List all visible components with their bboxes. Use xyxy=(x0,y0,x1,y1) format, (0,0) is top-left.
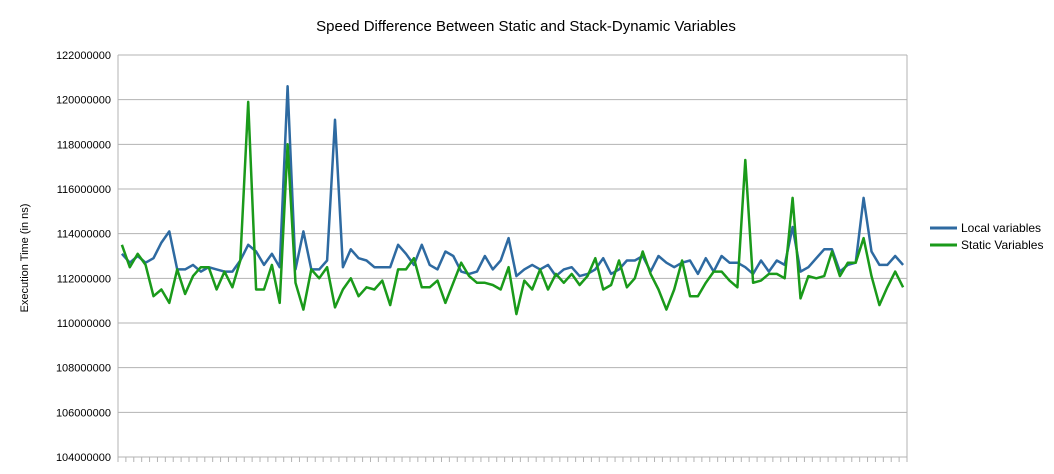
y-tick-label: 110000000 xyxy=(57,318,111,330)
series-line xyxy=(120,100,905,316)
gridlines xyxy=(118,54,907,458)
y-axis-tick-labels: 104000000 106000000 108000000 110000000 1120… xyxy=(56,50,111,464)
y-tick-label: 106000000 xyxy=(56,407,111,419)
y-tick-label: 104000000 xyxy=(56,452,111,464)
y-tick-label: 108000000 xyxy=(56,363,111,375)
y-tick-label: 120000000 xyxy=(56,95,111,107)
y-tick-label: 118000000 xyxy=(57,139,111,151)
y-tick-label: 114000000 xyxy=(57,229,111,241)
series-line xyxy=(120,85,905,278)
series-lines xyxy=(120,85,905,316)
y-axis-label: Execution Time (in ns) xyxy=(19,204,31,313)
y-tick-label: 112000000 xyxy=(57,273,111,285)
legend-label: Static Variables xyxy=(961,238,1043,252)
legend: Local variables Static Variables xyxy=(930,221,1043,252)
y-tick-label: 122000000 xyxy=(56,50,111,62)
axes xyxy=(117,55,908,462)
legend-label: Local variables xyxy=(961,221,1041,235)
chart-title: Speed Difference Between Static and Stac… xyxy=(316,18,736,35)
y-tick-label: 116000000 xyxy=(57,184,111,196)
